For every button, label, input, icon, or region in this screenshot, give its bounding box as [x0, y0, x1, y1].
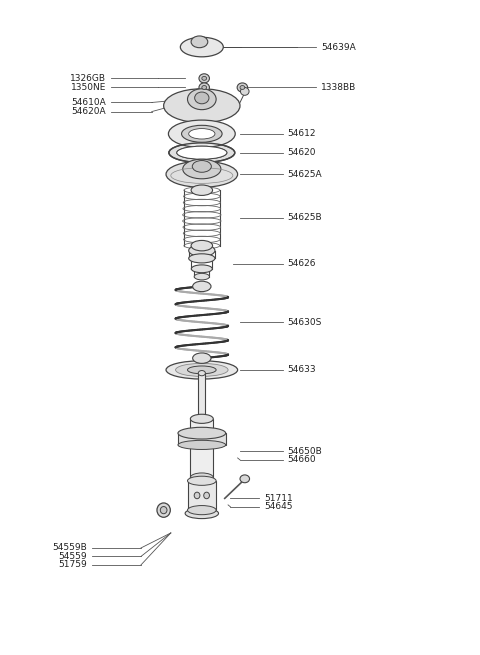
Ellipse shape: [191, 414, 213, 423]
Ellipse shape: [178, 440, 226, 449]
Ellipse shape: [188, 506, 216, 515]
Ellipse shape: [240, 475, 250, 483]
Text: 54625B: 54625B: [288, 214, 323, 223]
Ellipse shape: [192, 160, 211, 172]
Ellipse shape: [189, 128, 215, 139]
Ellipse shape: [166, 161, 238, 187]
Text: 54650B: 54650B: [288, 447, 323, 456]
Text: 54660: 54660: [288, 455, 316, 464]
Ellipse shape: [191, 36, 208, 48]
Ellipse shape: [237, 83, 248, 92]
Ellipse shape: [192, 265, 212, 272]
Text: 51759: 51759: [59, 561, 87, 569]
Ellipse shape: [194, 492, 200, 498]
Text: 54559B: 54559B: [52, 544, 87, 552]
Ellipse shape: [177, 146, 227, 159]
Ellipse shape: [157, 503, 170, 517]
Ellipse shape: [169, 143, 235, 162]
Ellipse shape: [202, 77, 206, 81]
Text: 54620A: 54620A: [72, 107, 107, 116]
Text: 54612: 54612: [288, 129, 316, 138]
Ellipse shape: [192, 353, 211, 364]
Bar: [198, 373, 205, 419]
Ellipse shape: [191, 185, 213, 195]
Ellipse shape: [189, 253, 215, 263]
Text: 51711: 51711: [264, 494, 293, 503]
Ellipse shape: [183, 159, 221, 179]
Text: 1338BB: 1338BB: [321, 83, 356, 92]
Ellipse shape: [198, 371, 205, 376]
Ellipse shape: [188, 476, 216, 485]
Ellipse shape: [178, 427, 226, 439]
Ellipse shape: [166, 361, 238, 379]
Bar: [188, 481, 216, 510]
Ellipse shape: [176, 364, 228, 377]
Ellipse shape: [191, 240, 213, 251]
Bar: [178, 433, 226, 445]
Ellipse shape: [204, 492, 209, 498]
Ellipse shape: [181, 125, 222, 142]
Ellipse shape: [192, 281, 211, 291]
Ellipse shape: [240, 88, 249, 96]
Text: 54610A: 54610A: [72, 98, 107, 107]
Ellipse shape: [199, 74, 209, 83]
Text: 54639A: 54639A: [321, 43, 356, 52]
Ellipse shape: [198, 416, 205, 421]
Text: 54645: 54645: [264, 502, 292, 512]
Ellipse shape: [240, 86, 245, 90]
Ellipse shape: [164, 89, 240, 122]
Text: 54630S: 54630S: [288, 318, 322, 327]
Ellipse shape: [188, 89, 216, 109]
Ellipse shape: [160, 506, 167, 514]
Text: 54633: 54633: [288, 365, 316, 375]
Ellipse shape: [180, 37, 223, 57]
Ellipse shape: [185, 508, 218, 519]
Text: 54625A: 54625A: [288, 170, 323, 179]
Text: 54626: 54626: [288, 259, 316, 268]
Text: 1350NE: 1350NE: [71, 83, 107, 92]
Bar: [191, 419, 213, 477]
Ellipse shape: [191, 473, 213, 482]
Ellipse shape: [195, 92, 209, 103]
Ellipse shape: [168, 120, 235, 147]
Ellipse shape: [194, 273, 209, 280]
Ellipse shape: [199, 83, 209, 92]
Ellipse shape: [202, 86, 206, 90]
Text: 54620: 54620: [288, 148, 316, 157]
Ellipse shape: [188, 366, 216, 374]
Ellipse shape: [189, 245, 215, 256]
Text: 1326GB: 1326GB: [71, 74, 107, 83]
Text: 54559: 54559: [59, 552, 87, 561]
